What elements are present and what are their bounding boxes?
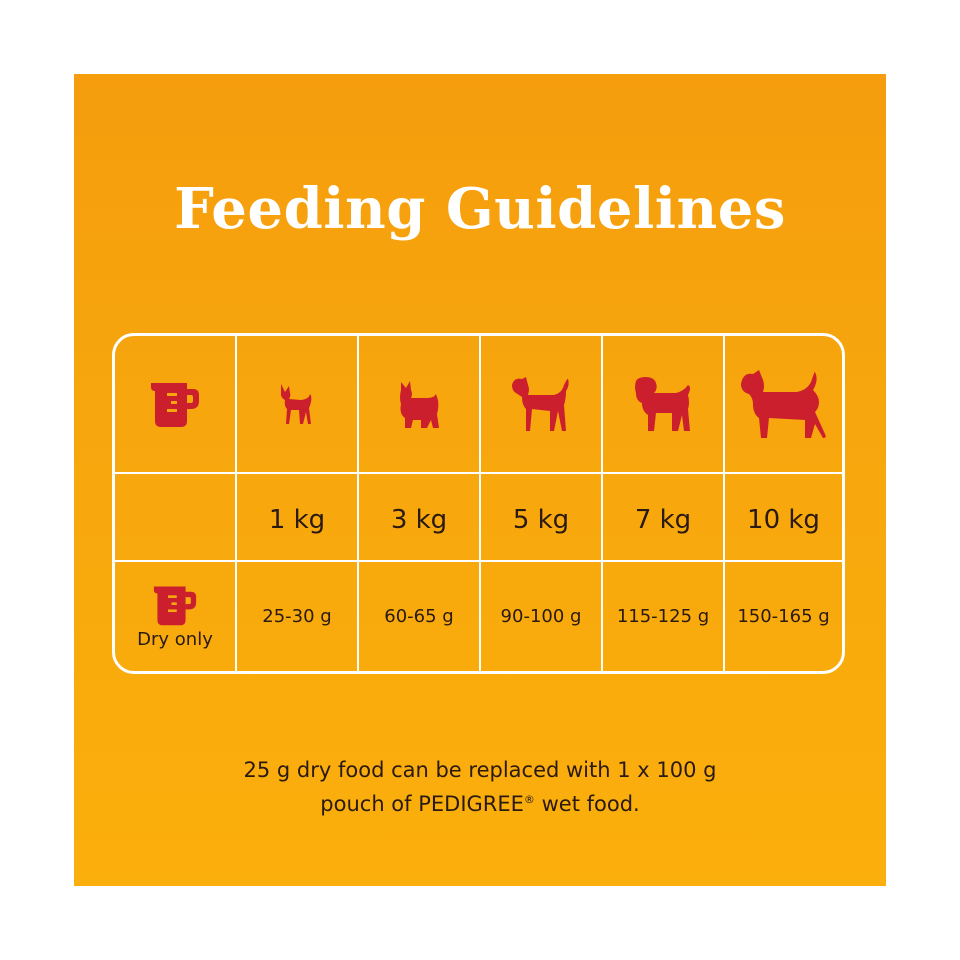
weight-7kg: 7 kg [603, 474, 725, 562]
shar-pei-icon [632, 375, 694, 433]
weight-5kg: 5 kg [481, 474, 603, 562]
empty-cell [115, 474, 237, 562]
dog-5kg-cell [481, 336, 603, 474]
footnote-line-2-suffix: wet food. [534, 792, 640, 816]
weight-3kg: 3 kg [359, 474, 481, 562]
weight-1kg: 1 kg [237, 474, 359, 562]
amount-5kg: 90-100 g [481, 562, 603, 671]
page-title: Feeding Guidelines [174, 176, 786, 242]
cup-header-cell [115, 336, 237, 474]
footnote-line-2: pouch of PEDIGREE® wet food. [0, 785, 960, 819]
feeding-table: 1 kg 3 kg 5 kg 7 kg 10 kg Dry only 25-30… [112, 333, 845, 674]
dry-only-cell: Dry only [115, 562, 237, 671]
dry-only-label: Dry only [137, 629, 213, 650]
terrier-icon [510, 375, 572, 433]
measuring-cup-icon [150, 583, 200, 627]
footnote: 25 g dry food can be replaced with 1 x 1… [0, 756, 960, 819]
footnote-line-1: 25 g dry food can be replaced with 1 x 1… [243, 758, 717, 782]
amount-1kg: 25-30 g [237, 562, 359, 671]
yorkshire-terrier-icon [397, 378, 441, 430]
dog-1kg-cell [237, 336, 359, 474]
chihuahua-icon [277, 382, 317, 426]
amount-7kg: 115-125 g [603, 562, 725, 671]
measuring-cup-icon [147, 379, 203, 429]
footnote-line-2-prefix: pouch of PEDIGREE [320, 792, 524, 816]
amount-3kg: 60-65 g [359, 562, 481, 671]
dog-10kg-cell [725, 336, 842, 474]
weight-10kg: 10 kg [725, 474, 842, 562]
jack-russell-icon [739, 368, 829, 440]
dog-3kg-cell [359, 336, 481, 474]
amount-10kg: 150-165 g [737, 606, 830, 627]
registered-mark: ® [523, 793, 535, 806]
dog-7kg-cell [603, 336, 725, 474]
